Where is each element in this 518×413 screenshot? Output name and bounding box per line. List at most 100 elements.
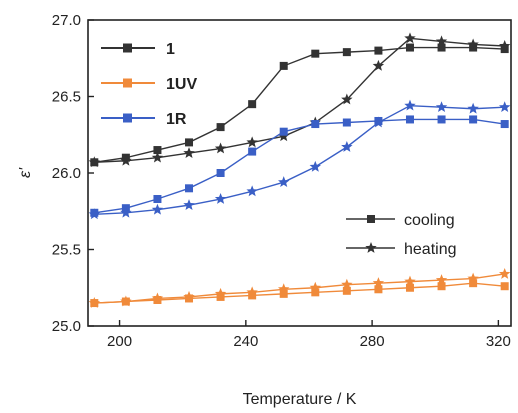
- data-point: [120, 154, 132, 166]
- series-1UV-heating: [88, 267, 511, 308]
- data-point: [88, 156, 101, 168]
- series-1-heating: [88, 32, 511, 168]
- data-point: [153, 146, 162, 155]
- x-tick-label: 280: [360, 333, 385, 350]
- data-point: [374, 46, 383, 55]
- x-tick-label: 200: [107, 333, 132, 350]
- data-point: [405, 115, 414, 124]
- legend-marker: [123, 113, 132, 123]
- data-point: [469, 43, 478, 52]
- series-line: [94, 118, 505, 214]
- legend-item-1UV: 1UV: [101, 76, 197, 93]
- legend-marker: [123, 78, 132, 88]
- data-point: [185, 184, 194, 193]
- legend-label: heating: [404, 241, 457, 258]
- legend-item-1R: 1R: [101, 111, 187, 128]
- data-point: [248, 147, 257, 156]
- data-point: [405, 43, 414, 52]
- data-point: [342, 118, 351, 127]
- data-point: [404, 32, 416, 44]
- y-tick-label: 26.0: [52, 165, 81, 182]
- data-point: [246, 136, 258, 148]
- data-point: [372, 277, 385, 289]
- data-point: [341, 278, 353, 290]
- legend-label: 1R: [166, 111, 187, 128]
- data-point: [437, 115, 446, 124]
- data-point: [498, 267, 511, 279]
- x-tick-label: 240: [233, 333, 258, 350]
- data-point: [311, 49, 320, 58]
- data-point: [88, 297, 101, 308]
- series-line: [94, 104, 505, 216]
- data-point: [278, 176, 290, 188]
- legend-item-cooling: cooling: [346, 212, 455, 229]
- data-point: [309, 281, 321, 293]
- data-point: [279, 61, 288, 70]
- series-line: [94, 273, 505, 304]
- data-point: [151, 203, 164, 215]
- data-point: [248, 291, 257, 300]
- data-point: [372, 116, 385, 128]
- series-1R-cooling: [90, 115, 509, 217]
- legend-marker: [367, 215, 375, 223]
- data-point: [246, 286, 258, 298]
- legend: 1 1UV 1R cooling heating: [101, 41, 457, 258]
- series-1-cooling: [90, 43, 509, 167]
- data-point: [498, 40, 511, 51]
- data-point: [374, 285, 383, 294]
- data-point: [183, 199, 195, 210]
- data-point: [311, 120, 320, 129]
- data-point: [437, 282, 446, 291]
- data-point: [437, 43, 446, 52]
- y-tick-label: 27.0: [52, 12, 81, 29]
- data-point: [467, 38, 479, 50]
- data-point: [214, 142, 227, 154]
- y-tick-label: 25.5: [52, 242, 81, 259]
- data-point: [120, 295, 132, 307]
- legend-item-heating: heating: [346, 241, 457, 258]
- data-point: [469, 279, 478, 288]
- series-line: [94, 282, 505, 304]
- legend-marker: [123, 43, 132, 53]
- data-point: [88, 208, 101, 220]
- data-point: [342, 286, 351, 295]
- legend-label: 1: [166, 41, 175, 58]
- legend-label: cooling: [404, 212, 455, 229]
- x-axis-label: Temperature / K: [243, 391, 357, 408]
- data-point: [435, 274, 448, 285]
- data-point: [248, 100, 257, 109]
- data-point: [120, 206, 132, 218]
- data-point: [498, 101, 511, 113]
- data-point: [469, 115, 478, 124]
- data-point: [151, 151, 164, 163]
- data-point: [185, 138, 194, 147]
- data-point: [278, 283, 290, 295]
- series-1UV-cooling: [90, 279, 509, 308]
- data-point: [405, 283, 414, 292]
- y-tick-label: 25.0: [52, 318, 81, 335]
- data-point: [435, 35, 448, 47]
- data-point: [309, 160, 321, 172]
- series-1R-heating: [88, 99, 511, 220]
- data-point: [153, 195, 162, 204]
- data-point: [216, 292, 225, 301]
- data-point: [311, 288, 320, 297]
- data-point: [279, 289, 288, 298]
- data-point: [183, 290, 195, 302]
- legend-label: 1UV: [166, 76, 197, 93]
- data-point: [500, 282, 509, 291]
- y-axis-label: ε': [17, 167, 34, 178]
- data-point: [467, 272, 479, 284]
- y-tick-label: 26.5: [52, 89, 81, 106]
- data-point: [216, 169, 225, 177]
- data-point: [214, 287, 227, 299]
- data-point: [404, 99, 416, 111]
- data-point: [404, 275, 416, 287]
- series-line: [94, 37, 505, 163]
- data-point: [342, 48, 351, 57]
- data-point: [435, 101, 448, 113]
- data-point: [278, 130, 290, 142]
- data-point: [500, 45, 509, 54]
- legend-marker: [365, 242, 377, 253]
